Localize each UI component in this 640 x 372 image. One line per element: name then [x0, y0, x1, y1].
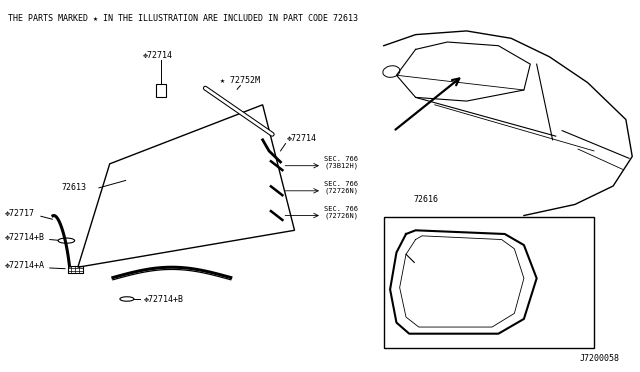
Text: ✥72714: ✥72714 — [143, 51, 173, 60]
Text: ✥72714: ✥72714 — [287, 134, 317, 143]
Text: 72613: 72613 — [61, 183, 86, 192]
Text: (72726N): (72726N) — [324, 187, 358, 194]
Text: 72616: 72616 — [414, 195, 439, 203]
Text: SEC. 766: SEC. 766 — [324, 206, 358, 212]
Text: ✥72714+B: ✥72714+B — [144, 295, 184, 304]
Text: ✥72717: ✥72717 — [4, 209, 35, 218]
Text: ✥72714+A: ✥72714+A — [4, 261, 45, 270]
Text: (72726N): (72726N) — [324, 212, 358, 218]
Text: ★ 72752M: ★ 72752M — [220, 76, 260, 85]
Text: SEC. 766: SEC. 766 — [324, 156, 358, 162]
Bar — [384, 217, 594, 349]
Text: (73B12H): (73B12H) — [324, 162, 358, 169]
Text: J7200058: J7200058 — [579, 354, 620, 363]
Text: ✥72714+B: ✥72714+B — [4, 232, 45, 241]
Bar — [68, 266, 83, 273]
Text: SEC. 766: SEC. 766 — [324, 181, 358, 187]
Text: THE PARTS MARKED ★ IN THE ILLUSTRATION ARE INCLUDED IN PART CODE 72613: THE PARTS MARKED ★ IN THE ILLUSTRATION A… — [8, 14, 358, 23]
